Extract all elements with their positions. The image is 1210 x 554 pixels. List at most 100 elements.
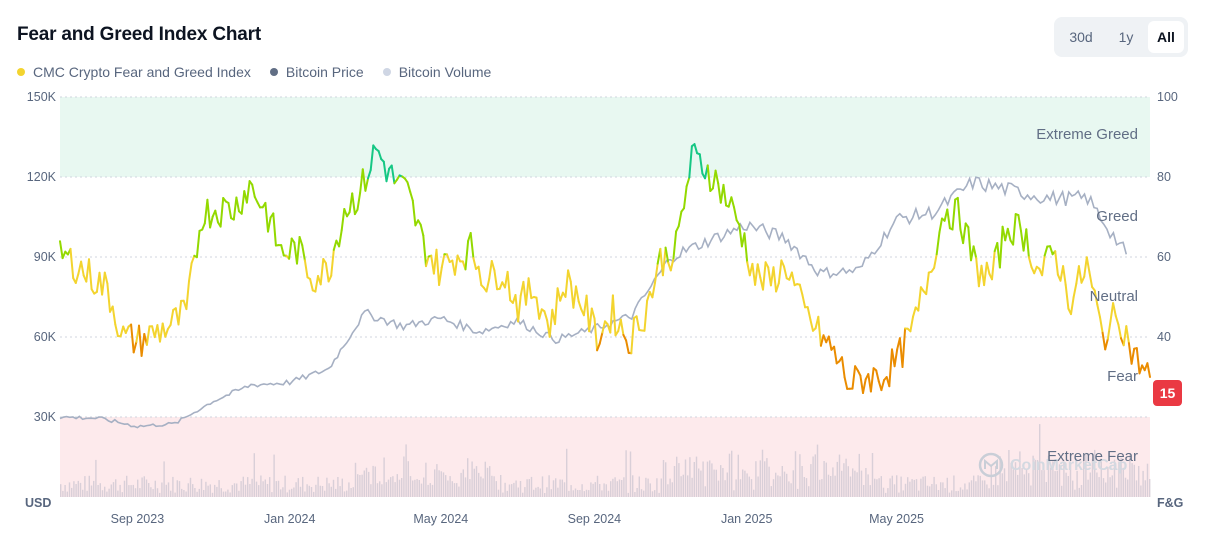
volume-bar: [139, 488, 141, 497]
fear-greed-segment: [1109, 302, 1115, 323]
volume-bar: [808, 486, 810, 497]
volume-bar: [975, 481, 977, 497]
volume-bar: [698, 468, 700, 497]
fear-greed-segment: [485, 277, 491, 293]
volume-bar: [988, 488, 990, 497]
fear-greed-segment: [875, 369, 880, 383]
fear-greed-segment: [314, 275, 319, 293]
watermark-text: CoinMarketCap: [1010, 457, 1128, 474]
volume-bar: [911, 479, 913, 497]
volume-bar: [623, 477, 625, 497]
range-30d-button[interactable]: 30d: [1069, 29, 1093, 45]
volume-bar: [929, 486, 931, 497]
fear-greed-segment: [338, 229, 343, 248]
fear-greed-segment: [1054, 250, 1059, 276]
fear-greed-segment: [145, 325, 151, 346]
volume-bar: [286, 492, 288, 497]
volume-bar: [728, 453, 731, 497]
fear-greed-segment: [411, 199, 417, 227]
volume-bar: [145, 479, 148, 497]
volume-bar: [682, 474, 684, 497]
volume-bar: [453, 483, 456, 497]
volume-bar: [968, 482, 970, 497]
volume-bar: [768, 466, 770, 497]
volume-bar: [383, 457, 385, 497]
volume-bar: [233, 483, 236, 497]
volume-bar: [282, 487, 284, 497]
fear-greed-segment: [590, 307, 596, 320]
volume-bar: [315, 484, 317, 497]
fear-greed-segment: [998, 225, 1004, 269]
fear-greed-segment: [377, 150, 383, 161]
volume-bar: [1109, 477, 1111, 497]
volume-bar: [750, 479, 753, 497]
x-tick-label: Sep 2023: [111, 512, 165, 526]
volume-bar: [1056, 470, 1058, 497]
legend-item-bitcoin-price[interactable]: Bitcoin Price: [269, 64, 364, 80]
volume-bar: [583, 491, 585, 497]
fear-greed-segment: [1117, 323, 1122, 340]
volume-bar: [1122, 467, 1124, 497]
fear-greed-segment: [435, 248, 441, 286]
legend-label: CMC Crypto Fear and Greed Index: [33, 64, 251, 80]
volume-bar: [867, 474, 869, 497]
fear-greed-segment: [538, 308, 543, 320]
range-1y-button[interactable]: 1y: [1118, 29, 1134, 45]
volume-bar: [198, 488, 200, 497]
volume-bar: [319, 485, 321, 497]
fear-greed-segment: [554, 287, 559, 326]
fear-greed-segment: [69, 247, 75, 280]
fear-greed-segment: [159, 322, 164, 343]
volume-bar: [207, 485, 209, 497]
volume-bar: [614, 477, 616, 497]
volume-bar: [918, 490, 920, 497]
legend-item-fear-greed[interactable]: CMC Crypto Fear and Greed Index: [17, 64, 251, 80]
volume-bar: [508, 484, 511, 497]
fear-greed-segment: [1088, 271, 1094, 288]
volume-bar: [1017, 474, 1019, 497]
fear-greed-segment: [61, 250, 67, 260]
fear-greed-segment: [324, 262, 330, 283]
volume-bar: [638, 476, 640, 497]
volume-bar: [121, 492, 123, 497]
volume-bar: [1021, 468, 1023, 497]
fear-greed-segment: [1138, 364, 1144, 375]
volume-bar: [689, 457, 691, 497]
fear-greed-segment: [88, 258, 93, 291]
volume-bar: [436, 464, 438, 497]
volume-bar: [530, 476, 533, 497]
volume-bar: [588, 490, 590, 497]
volume-bar: [183, 490, 185, 497]
volume-bar: [757, 476, 759, 497]
fear-greed-segment: [585, 294, 591, 333]
volume-bar: [819, 479, 821, 497]
volume-bar: [167, 482, 170, 497]
volume-bar: [473, 468, 475, 497]
volume-bar: [858, 453, 860, 497]
fear-greed-segment: [1006, 227, 1012, 242]
volume-bar: [361, 474, 363, 497]
fear-greed-segment: [888, 348, 893, 388]
extreme-greed-zone: [60, 97, 1150, 177]
fear-greed-segment: [364, 177, 369, 192]
fear-greed-segment: [688, 145, 693, 179]
volume-bar: [781, 466, 783, 497]
volume-bar: [572, 490, 574, 497]
fear-greed-segment: [351, 192, 356, 216]
fear-greed-segment: [1130, 347, 1136, 365]
range-all-button[interactable]: All: [1148, 21, 1184, 53]
fear-greed-segment: [851, 365, 857, 390]
volume-bar: [1087, 479, 1089, 497]
legend-item-bitcoin-volume[interactable]: Bitcoin Volume: [382, 64, 491, 80]
y-left-tick-label: 120K: [27, 170, 57, 184]
fear-greed-segment: [625, 339, 630, 354]
fear-greed-segment: [1106, 320, 1112, 340]
volume-bar: [1008, 450, 1010, 497]
volume-bar: [440, 471, 442, 497]
bitcoin-price-line: [59, 176, 1128, 429]
volume-bar: [1006, 481, 1008, 497]
volume-bar: [1118, 461, 1120, 497]
volume-bar: [566, 448, 568, 497]
volume-bar: [662, 460, 665, 497]
